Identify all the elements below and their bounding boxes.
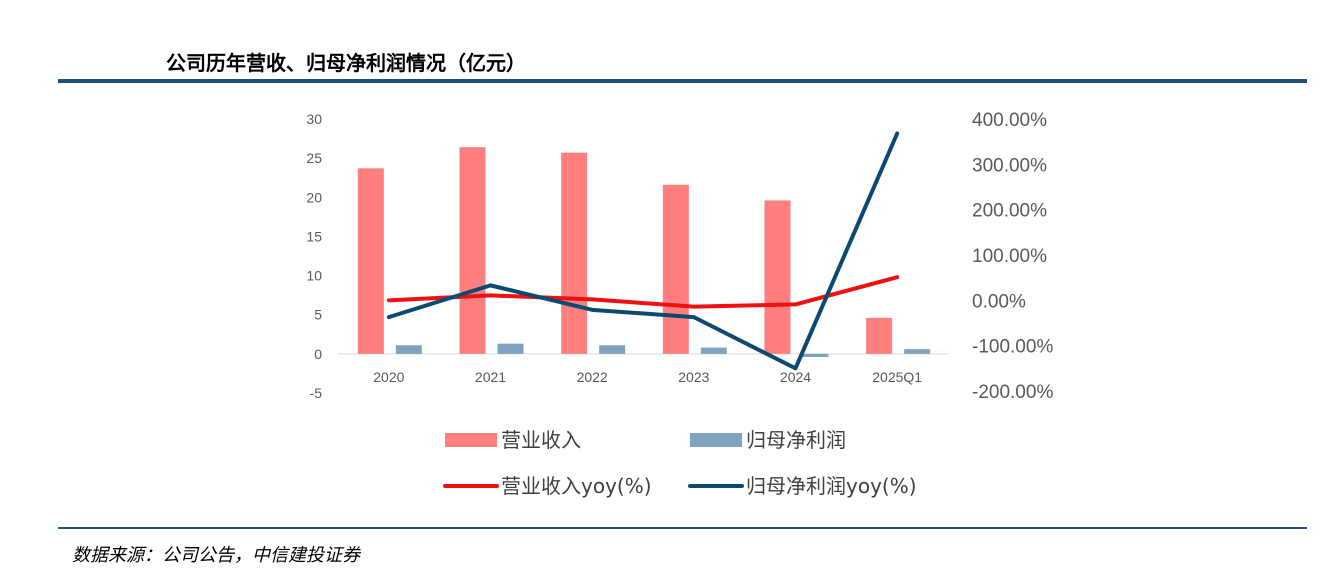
right-axis-tick: 300.00%: [972, 155, 1047, 176]
right-axis-tick: -100.00%: [972, 337, 1053, 358]
chart-title: 公司历年营收、归母净利润情况（亿元）: [166, 51, 526, 75]
x-axis-tick: 2021: [475, 369, 506, 385]
revenue-yoy-point: [693, 306, 695, 308]
revenue-yoy-point: [388, 299, 390, 301]
profit-bar: [802, 353, 829, 357]
profit-bar: [904, 349, 931, 354]
profit-yoy-point: [591, 309, 593, 311]
left-axis-tick: 30: [306, 111, 322, 127]
profit-bar: [395, 345, 422, 354]
left-axis-tick: 25: [306, 150, 322, 166]
right-axis-tick: 100.00%: [972, 246, 1047, 267]
profit-yoy-point: [896, 133, 898, 135]
profit-bar: [599, 345, 626, 354]
revenue-bar: [357, 168, 384, 354]
profit-yoy-point: [693, 316, 695, 318]
revenue-yoy-point: [490, 294, 491, 296]
legend-revenue-swatch: [445, 433, 497, 447]
profit-yoy-point: [795, 367, 796, 369]
x-axis-tick: 2024: [780, 369, 811, 385]
source-note: 数据来源：公司公告，中信建投证券: [72, 545, 360, 566]
legend-revenue-label: 营业收入: [501, 428, 581, 452]
legend-revenue-yoy-label: 营业收入yoy(%): [501, 474, 652, 498]
profit-bar: [700, 347, 727, 354]
x-axis-tick: 2022: [577, 369, 608, 385]
revenue-bar: [866, 317, 893, 354]
legend-profit-swatch: [690, 433, 742, 447]
revenue-yoy-point: [795, 303, 796, 305]
right-axis-tick: 200.00%: [972, 201, 1047, 222]
footer-rule: [58, 527, 1307, 529]
left-axis-tick: 15: [306, 228, 322, 244]
right-axis-tick: -200.00%: [972, 382, 1053, 403]
title-rule: [58, 79, 1307, 83]
left-axis-tick: 10: [306, 268, 322, 284]
left-axis-tick: 20: [306, 189, 322, 205]
profit-bar: [497, 343, 524, 354]
profit-yoy-point: [388, 316, 390, 318]
x-axis-tick: 2023: [678, 369, 709, 385]
x-axis-tick: 2020: [373, 369, 404, 385]
left-axis-tick: 5: [314, 307, 322, 323]
revenue-bar: [561, 152, 588, 354]
left-axis-tick: -5: [310, 385, 323, 401]
x-axis-tick: 2025Q1: [872, 369, 922, 385]
revenue-yoy-point: [896, 276, 898, 278]
revenue-bar: [662, 184, 689, 354]
profit-yoy-line: [386, 131, 900, 371]
legend-profit-label: 归母净利润: [746, 428, 846, 452]
revenue-bar: [764, 200, 791, 354]
legend-profit-yoy-label: 归母净利润yoy(%): [746, 474, 917, 498]
profit-yoy-point: [490, 284, 491, 286]
revenue-yoy-line: [386, 275, 900, 309]
right-axis-tick: 0.00%: [972, 291, 1026, 312]
left-axis-tick: 0: [314, 346, 322, 362]
revenue-yoy-point: [591, 298, 593, 300]
right-axis-tick: 400.00%: [972, 110, 1047, 131]
revenue-bar: [459, 147, 486, 354]
